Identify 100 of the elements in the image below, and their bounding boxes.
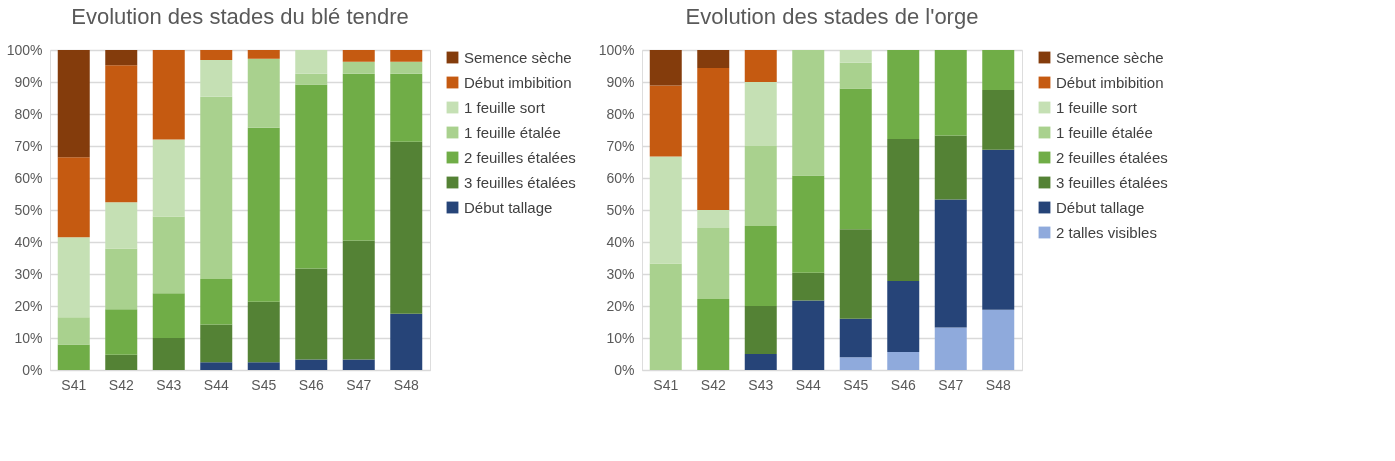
legend-label: Début imbibition bbox=[464, 73, 572, 91]
y-tick-label: 80% bbox=[606, 105, 635, 122]
x-tick-label: S46 bbox=[298, 376, 324, 393]
bar bbox=[934, 135, 967, 200]
bar bbox=[887, 138, 920, 282]
legend-label: 2 feuilles étalées bbox=[464, 148, 576, 166]
bar bbox=[247, 301, 280, 363]
bar bbox=[839, 88, 872, 230]
x-tick-label: S45 bbox=[843, 376, 869, 393]
bar bbox=[982, 90, 1015, 150]
x-tick-label: S41 bbox=[61, 376, 87, 393]
bar bbox=[200, 96, 233, 280]
bar bbox=[649, 85, 682, 157]
bar bbox=[744, 226, 777, 306]
bar bbox=[934, 199, 967, 328]
x-tick-label: S42 bbox=[700, 376, 726, 393]
bar bbox=[887, 281, 920, 353]
bar bbox=[649, 156, 682, 264]
bar bbox=[649, 263, 682, 370]
legend-label: Début tallage bbox=[1056, 198, 1145, 216]
x-tick-label: S45 bbox=[251, 376, 277, 393]
bar bbox=[57, 237, 90, 318]
legend-label: 1 feuille sort bbox=[1056, 98, 1138, 116]
y-tick-label: 40% bbox=[14, 233, 43, 250]
bar bbox=[792, 50, 825, 176]
bar bbox=[152, 216, 185, 294]
bar bbox=[105, 309, 138, 355]
bar bbox=[57, 50, 90, 158]
legend-label: 1 feuille étalée bbox=[1056, 123, 1153, 141]
bar bbox=[105, 65, 138, 203]
x-tick-label: S47 bbox=[938, 376, 964, 393]
chart-title: Evolution des stades de l'orge bbox=[685, 4, 979, 29]
bar bbox=[342, 359, 375, 370]
bar bbox=[839, 318, 872, 358]
y-tick-label: 20% bbox=[14, 297, 43, 314]
bar bbox=[744, 50, 777, 82]
bar bbox=[105, 248, 138, 310]
bar bbox=[342, 61, 375, 74]
bar bbox=[57, 317, 90, 345]
bar bbox=[887, 352, 920, 370]
bar bbox=[342, 240, 375, 360]
bar bbox=[839, 229, 872, 319]
legend-label: Semence sèche bbox=[1056, 48, 1164, 66]
bar bbox=[152, 50, 185, 140]
bar bbox=[105, 202, 138, 249]
x-tick-label: S46 bbox=[890, 376, 916, 393]
x-tick-label: S42 bbox=[108, 376, 134, 393]
legend-label: 3 feuilles étalées bbox=[1056, 173, 1168, 191]
bar bbox=[105, 50, 138, 66]
bar bbox=[390, 73, 423, 142]
bar bbox=[697, 50, 730, 68]
bar bbox=[697, 210, 730, 228]
bar bbox=[390, 141, 423, 314]
bar bbox=[152, 338, 185, 370]
bar bbox=[697, 227, 730, 299]
y-tick-label: 60% bbox=[606, 169, 635, 186]
legend-label: Semence sèche bbox=[464, 48, 572, 66]
bar bbox=[792, 272, 825, 301]
bar bbox=[247, 58, 280, 128]
y-tick-label: 90% bbox=[14, 73, 43, 90]
bar bbox=[649, 50, 682, 86]
x-tick-label: S47 bbox=[346, 376, 372, 393]
bar bbox=[982, 50, 1015, 90]
x-tick-label: S41 bbox=[653, 376, 679, 393]
bar bbox=[342, 50, 375, 62]
bar bbox=[200, 362, 233, 370]
bar bbox=[792, 300, 825, 370]
y-tick-label: 70% bbox=[606, 137, 635, 154]
bar bbox=[390, 313, 423, 370]
legend-label: 2 talles visibles bbox=[1056, 223, 1157, 241]
bar bbox=[105, 354, 138, 370]
bar bbox=[697, 67, 730, 210]
legend-label: 1 feuille étalée bbox=[464, 123, 561, 141]
y-tick-label: 100% bbox=[598, 41, 635, 58]
bar bbox=[934, 327, 967, 370]
bar bbox=[295, 359, 328, 370]
x-tick-label: S48 bbox=[393, 376, 419, 393]
bar bbox=[295, 84, 328, 269]
legend-label: 2 feuilles étalées bbox=[1056, 148, 1168, 166]
x-tick-label: S43 bbox=[748, 376, 774, 393]
bar bbox=[57, 344, 90, 370]
y-tick-label: 90% bbox=[606, 73, 635, 90]
bar bbox=[152, 293, 185, 338]
bar bbox=[839, 50, 872, 63]
bar bbox=[247, 50, 280, 59]
y-tick-label: 0% bbox=[614, 361, 635, 378]
bar bbox=[200, 59, 233, 97]
y-tick-label: 70% bbox=[14, 137, 43, 154]
bar bbox=[57, 157, 90, 238]
bar bbox=[982, 149, 1015, 310]
bar bbox=[744, 306, 777, 354]
legend-label: Début imbibition bbox=[1056, 73, 1164, 91]
bar bbox=[982, 309, 1015, 370]
legend-label: 1 feuille sort bbox=[464, 98, 546, 116]
y-tick-label: 100% bbox=[6, 41, 43, 58]
bar bbox=[247, 362, 280, 370]
bar bbox=[200, 50, 233, 60]
y-tick-label: 30% bbox=[14, 265, 43, 282]
y-tick-label: 60% bbox=[14, 169, 43, 186]
bar bbox=[744, 354, 777, 370]
